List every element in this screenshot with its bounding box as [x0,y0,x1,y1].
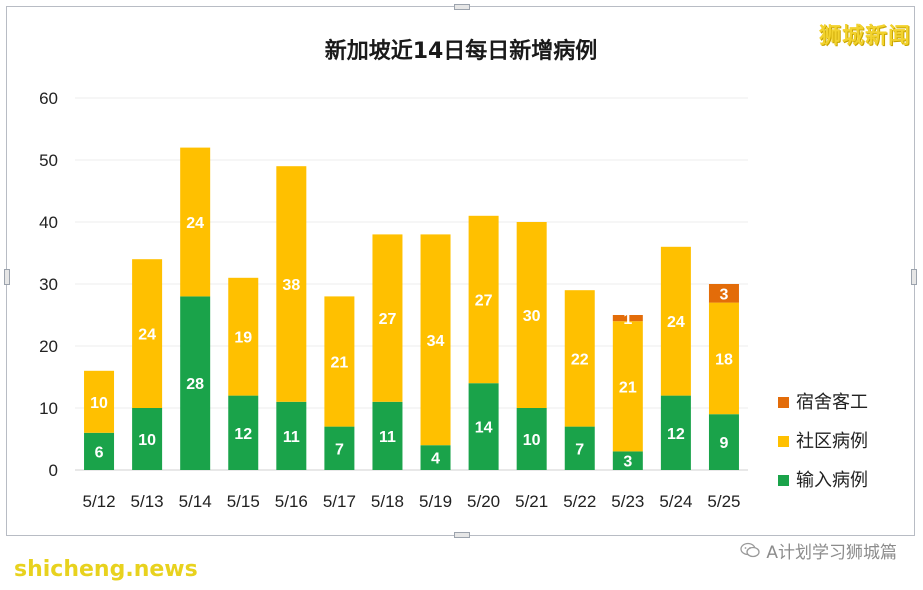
data-label: 21 [330,355,348,372]
x-tick-label: 5/14 [179,492,212,511]
bar-imported [468,383,499,470]
watermark-account: A计划学习狮城篇 [740,538,897,563]
x-tick-label: 5/12 [82,492,115,511]
bar-imported [660,395,691,470]
x-tick-label: 5/20 [467,492,500,511]
bar-imported [132,408,163,470]
y-tick-label: 20 [39,337,58,356]
data-label: 34 [427,333,445,350]
x-tick-label: 5/18 [371,492,404,511]
bar-imported [564,426,595,470]
x-tick-label: 5/16 [275,492,308,511]
legend-label: 社区病例 [796,431,868,452]
data-label: 10 [523,432,541,449]
bar-community [180,147,211,297]
resize-handle-top[interactable] [454,4,470,10]
x-tick-label: 5/21 [515,492,548,511]
bar-imported [372,401,403,470]
data-label: 28 [186,376,204,393]
bar-imported [708,414,739,470]
bar-community [708,302,739,415]
x-tick-label: 5/13 [131,492,164,511]
bar-community [324,296,355,427]
data-label: 27 [379,311,397,328]
x-tick-label: 5/15 [227,492,260,511]
legend-swatch [778,397,789,408]
bar-dormitory [708,284,739,303]
x-tick-label: 5/19 [419,492,452,511]
y-tick-label: 50 [39,151,58,170]
legend-label: 输入病例 [796,470,868,491]
chart-title: 新加坡近14日每日新增病例 [325,38,598,64]
bar-community [84,370,115,433]
bar-community [420,234,451,446]
wechat-icon [740,542,761,563]
data-label: 1 [623,311,632,328]
data-label: 3 [623,454,632,471]
bar-community [132,259,163,408]
data-label: 10 [138,432,156,449]
x-tick-label: 5/17 [323,492,356,511]
y-tick-label: 10 [39,399,58,418]
bar-community [228,277,259,396]
data-label: 11 [283,429,300,446]
bar-community [372,234,403,402]
data-label: 12 [234,426,252,443]
x-tick-label: 5/22 [563,492,596,511]
data-label: 6 [95,444,104,461]
data-label: 7 [335,441,344,458]
bar-dormitory [612,315,643,322]
data-label: 24 [138,327,156,344]
data-label: 18 [715,351,733,368]
bar-community [468,215,499,384]
x-tick-label: 5/23 [611,492,644,511]
data-label: 7 [575,441,584,458]
bar-imported [84,432,115,470]
data-label: 11 [379,429,396,446]
bar-community [564,290,595,427]
data-label: 12 [667,426,685,443]
bar-imported [324,426,355,470]
bar-community [276,166,307,402]
data-label: 21 [619,379,637,396]
y-tick-label: 0 [49,461,58,480]
bar-community [516,222,547,408]
bar-imported [612,451,643,470]
data-label: 3 [720,286,729,303]
watermark-site: shicheng.news [14,557,198,582]
y-tick-label: 60 [39,89,58,108]
data-label: 4 [431,451,440,468]
bar-community [612,321,643,452]
data-label: 27 [475,293,493,310]
data-label: 19 [234,330,252,347]
x-tick-label: 5/25 [707,492,740,511]
legend-swatch [778,436,789,447]
data-label: 22 [571,351,589,368]
resize-handle-bottom[interactable] [454,532,470,538]
data-label: 38 [282,277,300,294]
bar-community [660,246,691,396]
bar-imported [228,395,259,470]
resize-handle-left[interactable] [4,269,10,285]
data-label: 10 [90,395,108,412]
bar-imported [516,408,547,470]
data-label: 24 [186,215,204,232]
data-label: 30 [523,308,541,325]
data-label: 9 [720,435,729,452]
data-label: 14 [475,420,493,437]
x-tick-label: 5/24 [659,492,692,511]
watermark-account-label: A计划学习狮城篇 [766,543,897,563]
legend-swatch [778,475,789,486]
bar-imported [180,296,211,470]
resize-handle-right[interactable] [911,269,917,285]
y-tick-label: 30 [39,275,58,294]
y-tick-label: 40 [39,213,58,232]
legend-label: 宿舍客工 [796,392,868,413]
brand-logo-text: 狮城新闻 [818,24,911,49]
data-label: 24 [667,314,685,331]
bar-imported [276,401,307,470]
bar-imported [420,445,451,470]
